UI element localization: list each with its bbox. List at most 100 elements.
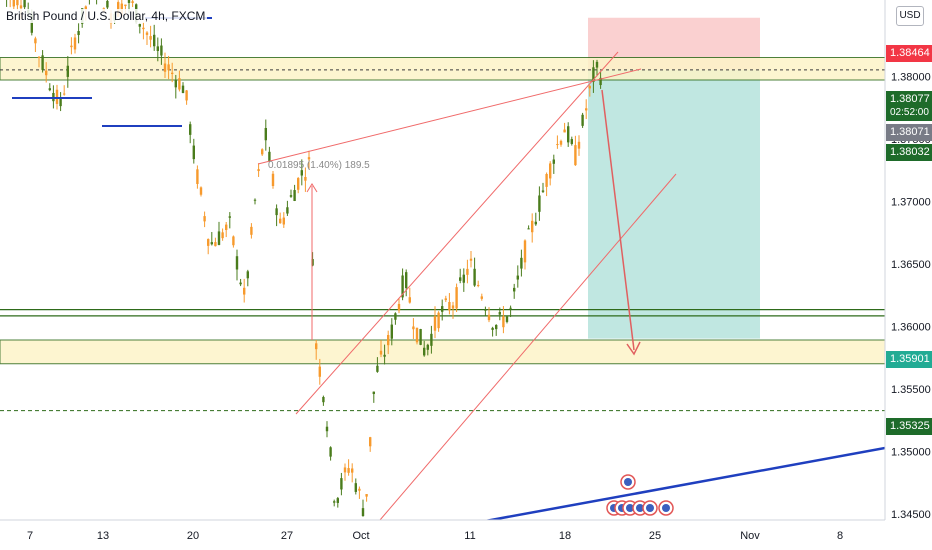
candle-body: [397, 303, 401, 311]
candle-body: [37, 56, 41, 58]
candle-body: [369, 437, 372, 447]
candle-body: [178, 78, 181, 90]
candle-body: [257, 169, 260, 172]
candle-body: [585, 108, 588, 111]
y-tick-label: 1.35500: [891, 384, 931, 396]
candle-body: [138, 24, 141, 27]
candle-body: [181, 85, 185, 93]
y-tick-label: 1.37000: [891, 196, 931, 208]
candle-body: [264, 127, 267, 141]
candle-body: [192, 145, 195, 160]
resistance-trend-line: [257, 68, 642, 165]
candle-body: [441, 306, 444, 312]
candle-body: [329, 447, 332, 457]
candle-body: [505, 316, 509, 322]
zone-bottom: [0, 339, 885, 365]
price-tag: 1.38032: [886, 144, 932, 161]
candle-body: [59, 97, 62, 107]
candle-body: [527, 228, 530, 230]
candle-body: [520, 257, 523, 269]
measure-label: 0.01895 (1.40%) 189.5: [268, 160, 370, 171]
candle-body: [160, 45, 163, 56]
x-tick-label: 8: [837, 530, 843, 542]
candle-body: [268, 151, 271, 162]
candle-body: [534, 221, 537, 225]
candle-body: [286, 207, 289, 214]
candle-body: [196, 169, 199, 184]
candle-body: [336, 498, 339, 503]
price-tag: 1.35901: [886, 351, 932, 368]
candle-body: [203, 216, 206, 222]
candle-body: [570, 139, 573, 144]
candle-body: [16, 0, 19, 6]
candle-body: [315, 343, 318, 350]
candle-body: [390, 324, 393, 339]
candle-body: [70, 45, 73, 48]
candle-body: [34, 38, 37, 44]
candle-body: [153, 34, 156, 47]
x-tick-label: 18: [559, 530, 571, 542]
x-tick-label: Nov: [740, 530, 760, 542]
candle-body: [549, 163, 552, 179]
candle-body: [156, 46, 159, 51]
candle-body: [45, 70, 48, 76]
candle-body: [19, 5, 23, 9]
candle-body: [379, 350, 383, 355]
candle-body: [232, 236, 235, 246]
candle-body: [387, 334, 390, 346]
candle-body: [84, 6, 87, 10]
candle-body: [541, 190, 545, 192]
y-tick-label: 1.35000: [891, 446, 931, 458]
candle-body: [235, 256, 239, 270]
candle-body: [451, 305, 455, 309]
economic-event-icon: [658, 500, 674, 516]
candle-body: [289, 195, 293, 197]
projection-arrow: [601, 89, 635, 351]
candle-body: [513, 287, 516, 292]
candle-body: [311, 259, 314, 266]
currency-button[interactable]: USD: [896, 6, 924, 26]
candle-body: [261, 149, 264, 155]
candle-body: [365, 494, 368, 497]
channel-lower-line: [379, 173, 677, 520]
candle-body: [297, 178, 300, 190]
candle-body: [73, 37, 77, 50]
candle-body: [325, 426, 329, 432]
take-profit-zone: [588, 69, 760, 339]
projection-arrowhead: [626, 341, 641, 356]
candle-body: [383, 354, 386, 357]
candle-body: [469, 258, 473, 261]
candle-body: [63, 93, 66, 95]
candle-body: [253, 199, 257, 201]
y-tick-label: 1.36000: [891, 321, 931, 333]
candle-body: [48, 88, 51, 91]
y-tick-label: 1.38000: [891, 71, 931, 83]
candle-body: [145, 32, 149, 35]
candle-body: [163, 63, 167, 72]
candle-body: [567, 126, 570, 143]
candle-body: [401, 275, 404, 298]
candle-body: [185, 90, 188, 101]
candle-body: [304, 176, 307, 181]
candle-body: [77, 31, 80, 36]
candle-body: [459, 277, 462, 281]
candle-body: [30, 14, 33, 33]
candle-body: [225, 224, 228, 230]
candle-body: [516, 275, 519, 280]
candle-body: [484, 309, 487, 311]
candle-body: [574, 145, 577, 166]
candle-body: [275, 208, 278, 216]
candle-body: [217, 231, 221, 245]
candle-body: [300, 170, 303, 176]
candle-body: [282, 217, 285, 225]
candle-body: [448, 302, 451, 311]
x-tick-label: 13: [97, 530, 109, 542]
candle-body: [552, 159, 555, 164]
zone-top: [0, 57, 885, 81]
countdown-label: 02:52:00: [890, 107, 929, 118]
candle-body: [426, 344, 429, 350]
candle-body: [523, 240, 527, 263]
candle-body: [394, 313, 397, 320]
candle-body: [462, 274, 465, 283]
